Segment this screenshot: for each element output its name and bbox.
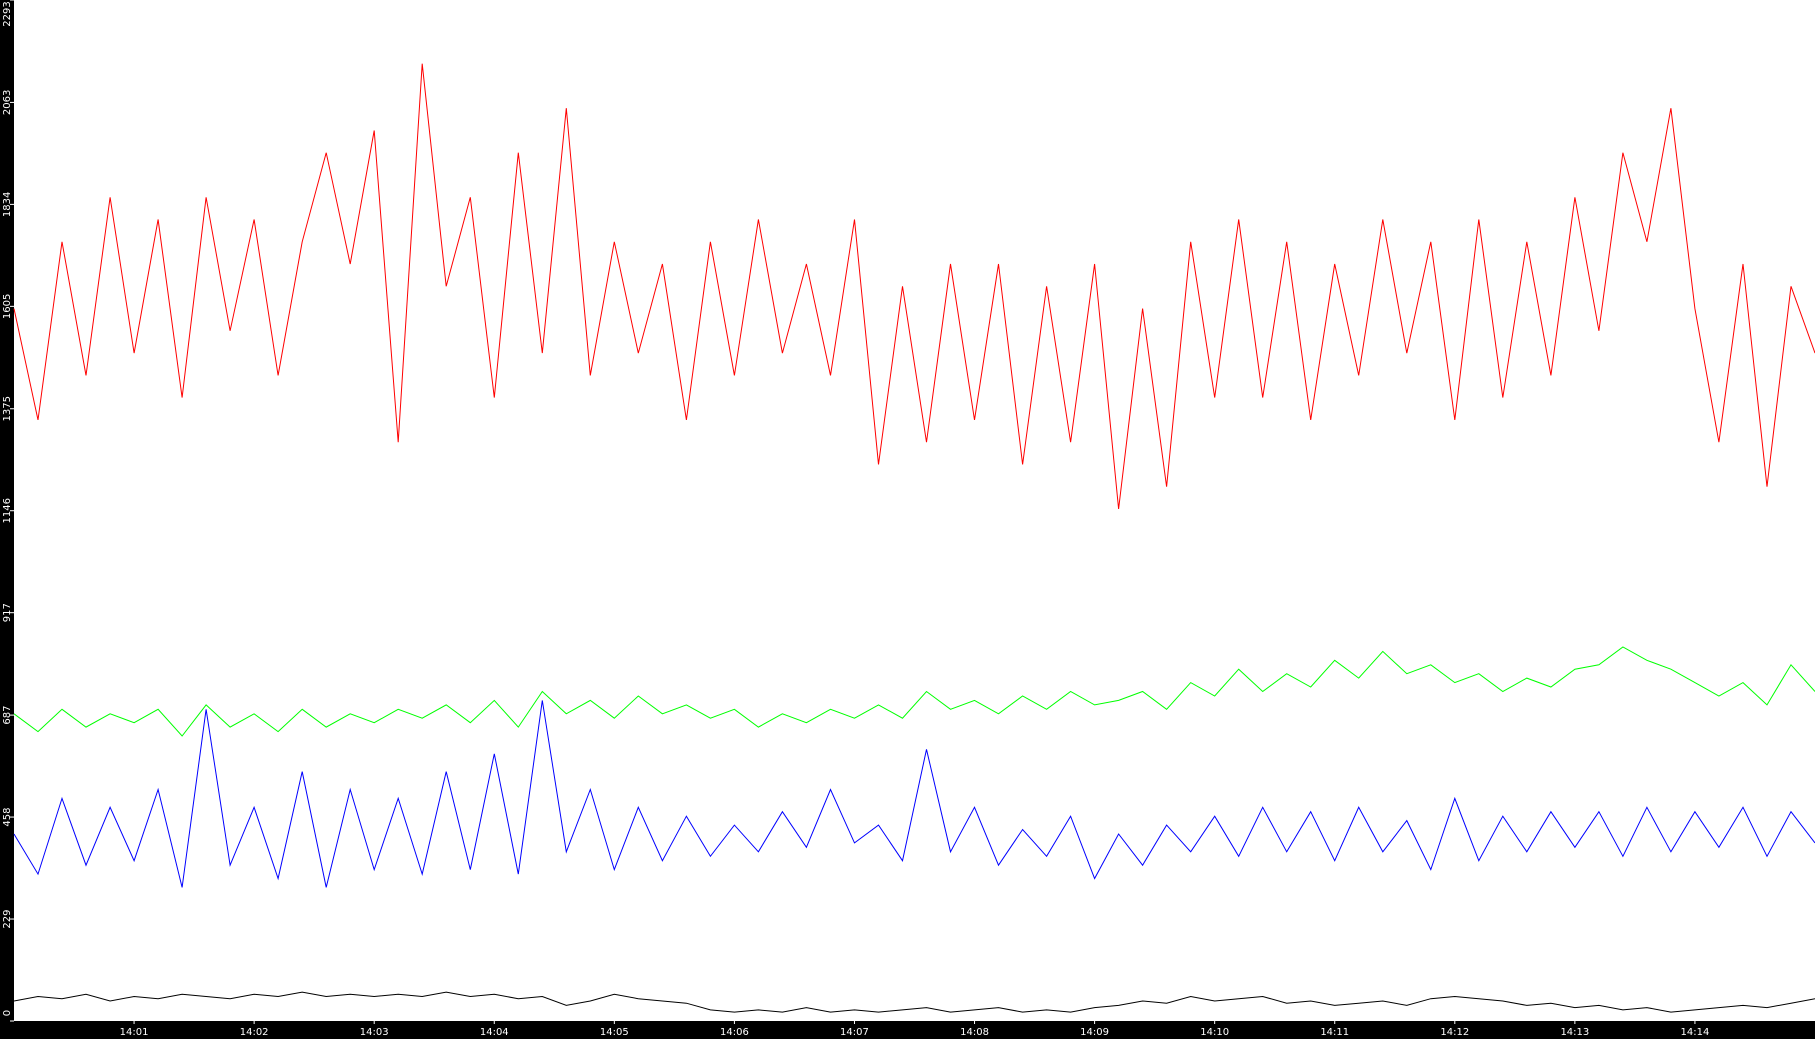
x-tick-label: 14:03 [360, 1027, 389, 1038]
y-tick-label: 1375 [2, 396, 13, 421]
series-line [13, 991, 1815, 1013]
y-tick-label: 917 [2, 603, 13, 622]
y-tick-label: 1605 [2, 294, 13, 319]
series-line [13, 63, 1815, 509]
x-tick-label: 14:05 [600, 1027, 629, 1038]
x-tick-label: 14:10 [1200, 1027, 1229, 1038]
y-tick-label: 1146 [2, 498, 13, 523]
y-tick-label: 458 [2, 808, 13, 827]
y-tick-label: 229 [2, 909, 13, 928]
y-tick-label: 1834 [2, 192, 13, 217]
x-tick-label: 14:08 [960, 1027, 989, 1038]
x-tick-label: 14:14 [1681, 1027, 1710, 1038]
y-tick-label: 0 [2, 1010, 13, 1016]
y-tick-label: 2063 [2, 90, 13, 115]
y-tick-label: 2293 [2, 1, 13, 26]
x-tick-label: 14:02 [240, 1027, 269, 1038]
x-tick-label: 14:06 [720, 1027, 749, 1038]
x-tick-label: 14:07 [840, 1027, 869, 1038]
x-tick-label: 14:09 [1080, 1027, 1109, 1038]
y-tick-label: 687 [2, 706, 13, 725]
x-tick-label: 14:12 [1440, 1027, 1469, 1038]
series-line [13, 646, 1815, 737]
y-axis-strip [0, 0, 14, 1039]
x-tick-label: 14:01 [120, 1027, 149, 1038]
x-axis-strip [0, 1021, 1815, 1039]
x-tick-label: 14:04 [480, 1027, 509, 1038]
x-tick-label: 14:13 [1560, 1027, 1589, 1038]
x-tick-label: 14:11 [1320, 1027, 1349, 1038]
series-line [13, 700, 1815, 888]
